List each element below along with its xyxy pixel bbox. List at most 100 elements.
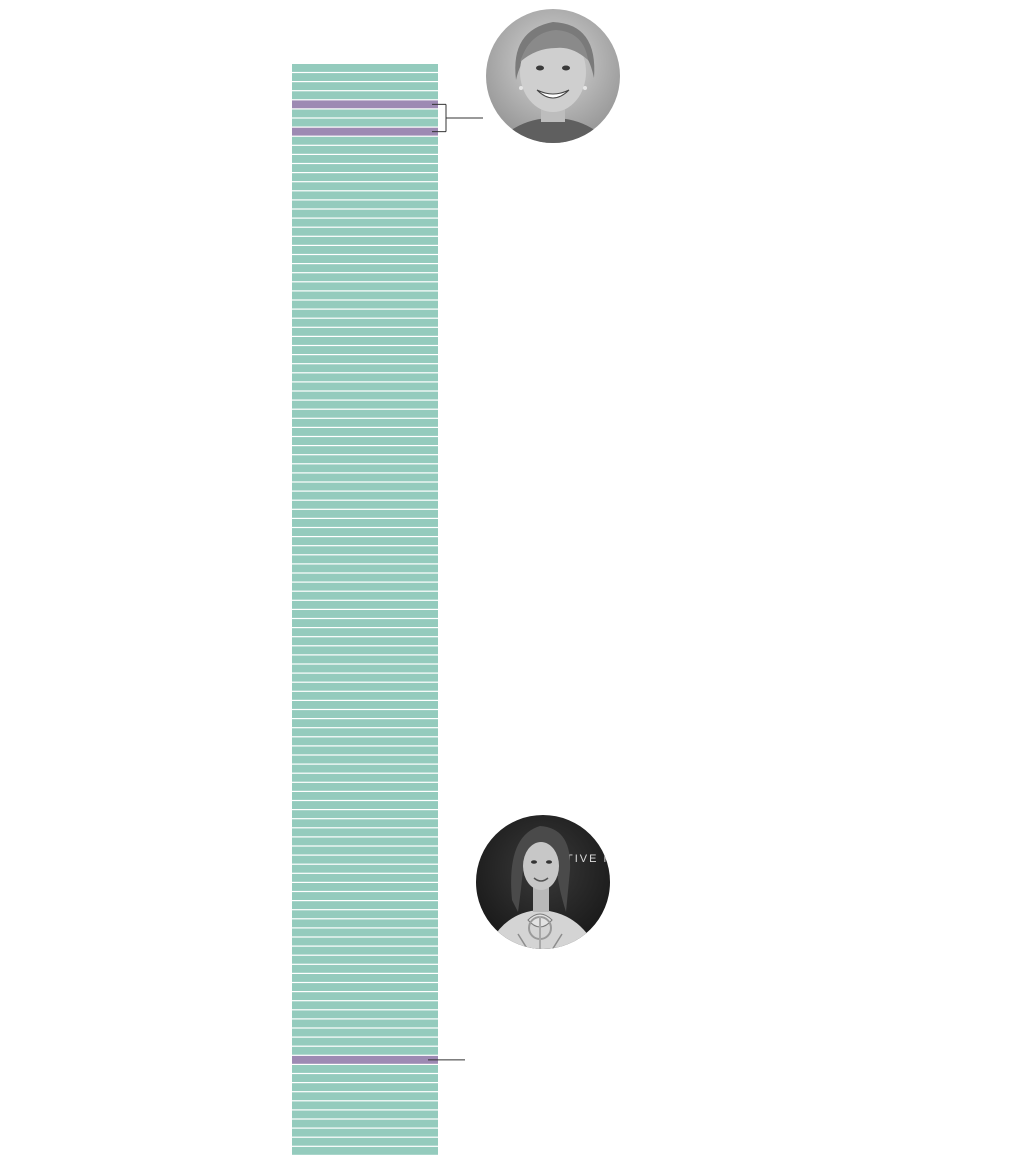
row [292, 1101, 438, 1110]
row [292, 1128, 438, 1137]
portrait-1-earring-right [583, 86, 587, 90]
portrait-2-backdrop-text: TIVE M [566, 853, 615, 865]
row [292, 273, 438, 282]
row [292, 1146, 438, 1155]
row [292, 546, 438, 555]
row [292, 810, 438, 819]
portrait-2-eye-right [546, 860, 552, 864]
woman-award-portrait-icon: TIVE M [486, 826, 615, 949]
row [292, 264, 438, 273]
row [292, 209, 438, 218]
row [292, 446, 438, 455]
row [292, 291, 438, 300]
row [292, 1092, 438, 1101]
row [292, 500, 438, 509]
row [292, 610, 438, 618]
portrait-2-shoulders [486, 910, 598, 949]
row [292, 227, 438, 236]
row [292, 455, 438, 464]
row [292, 873, 438, 882]
row [292, 864, 438, 873]
row [292, 955, 438, 964]
highlighted-row [292, 127, 438, 136]
row [292, 391, 438, 400]
row [292, 282, 438, 291]
row [292, 719, 438, 728]
row [292, 1028, 438, 1037]
row [292, 837, 438, 846]
row [292, 928, 438, 937]
row [292, 701, 438, 709]
row [292, 173, 438, 182]
row [292, 901, 438, 910]
portrait-1-eye-left [536, 65, 544, 71]
row [292, 346, 438, 354]
row [292, 437, 438, 445]
row [292, 118, 438, 127]
row [292, 555, 438, 564]
row [292, 428, 438, 436]
portrait-2: TIVE M [476, 815, 615, 949]
row [292, 1074, 438, 1082]
row [292, 73, 438, 81]
row [292, 573, 438, 582]
row [292, 327, 438, 336]
row [292, 537, 438, 546]
award-statuette-icon [517, 913, 563, 949]
row [292, 682, 438, 691]
row [292, 355, 438, 364]
row [292, 628, 438, 637]
row [292, 1046, 438, 1055]
row [292, 418, 438, 427]
row [292, 855, 438, 864]
row [292, 82, 438, 91]
row [292, 910, 438, 919]
row [292, 164, 438, 172]
row [292, 691, 438, 700]
row [292, 337, 438, 345]
highlighted-row [292, 100, 438, 109]
row [292, 491, 438, 500]
row [292, 400, 438, 409]
row [292, 236, 438, 245]
row [292, 1119, 438, 1128]
row [292, 509, 438, 518]
row [292, 482, 438, 491]
row [292, 519, 438, 527]
highlighted-row [292, 1055, 438, 1064]
row [292, 764, 438, 773]
portrait-1-fringe [520, 30, 588, 62]
row [292, 1010, 438, 1019]
row [292, 91, 438, 100]
rows-layer [292, 64, 438, 1155]
row [292, 409, 438, 418]
row [292, 318, 438, 327]
row [292, 473, 438, 482]
row [292, 364, 438, 373]
row [292, 673, 438, 682]
woman-portrait-icon [490, 22, 616, 143]
row [292, 992, 438, 1001]
row [292, 801, 438, 809]
row [292, 964, 438, 973]
row [292, 983, 438, 991]
row [292, 782, 438, 791]
row [292, 937, 438, 946]
row [292, 109, 438, 118]
row [292, 710, 438, 718]
row [292, 246, 438, 254]
row [292, 136, 438, 145]
portrait-2-neck [533, 886, 549, 912]
row [292, 919, 438, 928]
row [292, 1110, 438, 1119]
row [292, 728, 438, 737]
row [292, 300, 438, 309]
row [292, 200, 438, 209]
row [292, 600, 438, 609]
row [292, 646, 438, 655]
row [292, 155, 438, 163]
portrait-1-face [520, 32, 586, 112]
row [292, 946, 438, 955]
row [292, 1083, 438, 1092]
